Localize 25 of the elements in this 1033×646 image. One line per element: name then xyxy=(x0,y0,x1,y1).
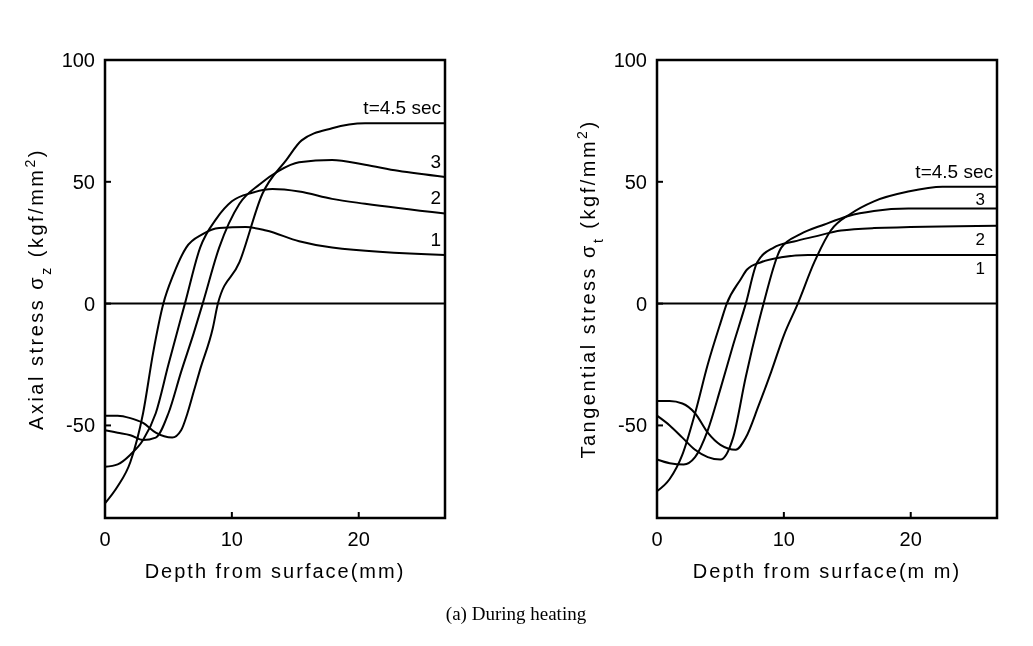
x-axis-title: Depth from surface(mm) xyxy=(144,560,406,582)
series-label: t=4.5 sec xyxy=(915,160,993,182)
x-tick-label: 10 xyxy=(220,528,243,550)
y-tick-label: -50 xyxy=(66,414,95,437)
series-label: 2 xyxy=(430,187,441,209)
series-label: 1 xyxy=(975,258,985,278)
x-tick-label: 0 xyxy=(99,528,111,550)
y-tick-label: 100 xyxy=(613,49,647,71)
y-tick-label: 0 xyxy=(83,292,95,315)
y-tick-label: 100 xyxy=(61,49,95,71)
x-tick-label: 20 xyxy=(347,528,370,550)
y-tick-label: 50 xyxy=(72,170,95,193)
y-tick-label: -50 xyxy=(618,414,647,437)
series-label: 3 xyxy=(430,150,441,172)
text: (a) During heating xyxy=(445,603,587,625)
series-label: t=4.5 sec xyxy=(363,97,441,119)
y-tick-label: 0 xyxy=(635,292,647,315)
y-tick-label: 50 xyxy=(624,170,647,193)
x-tick-label: 20 xyxy=(899,528,922,550)
series-label: 3 xyxy=(975,189,985,209)
x-tick-label: 0 xyxy=(651,528,663,550)
x-axis-title: Depth from surface(m m) xyxy=(692,560,962,582)
series-label: 2 xyxy=(975,229,985,249)
series-label: 1 xyxy=(430,228,441,250)
x-tick-label: 10 xyxy=(772,528,795,550)
